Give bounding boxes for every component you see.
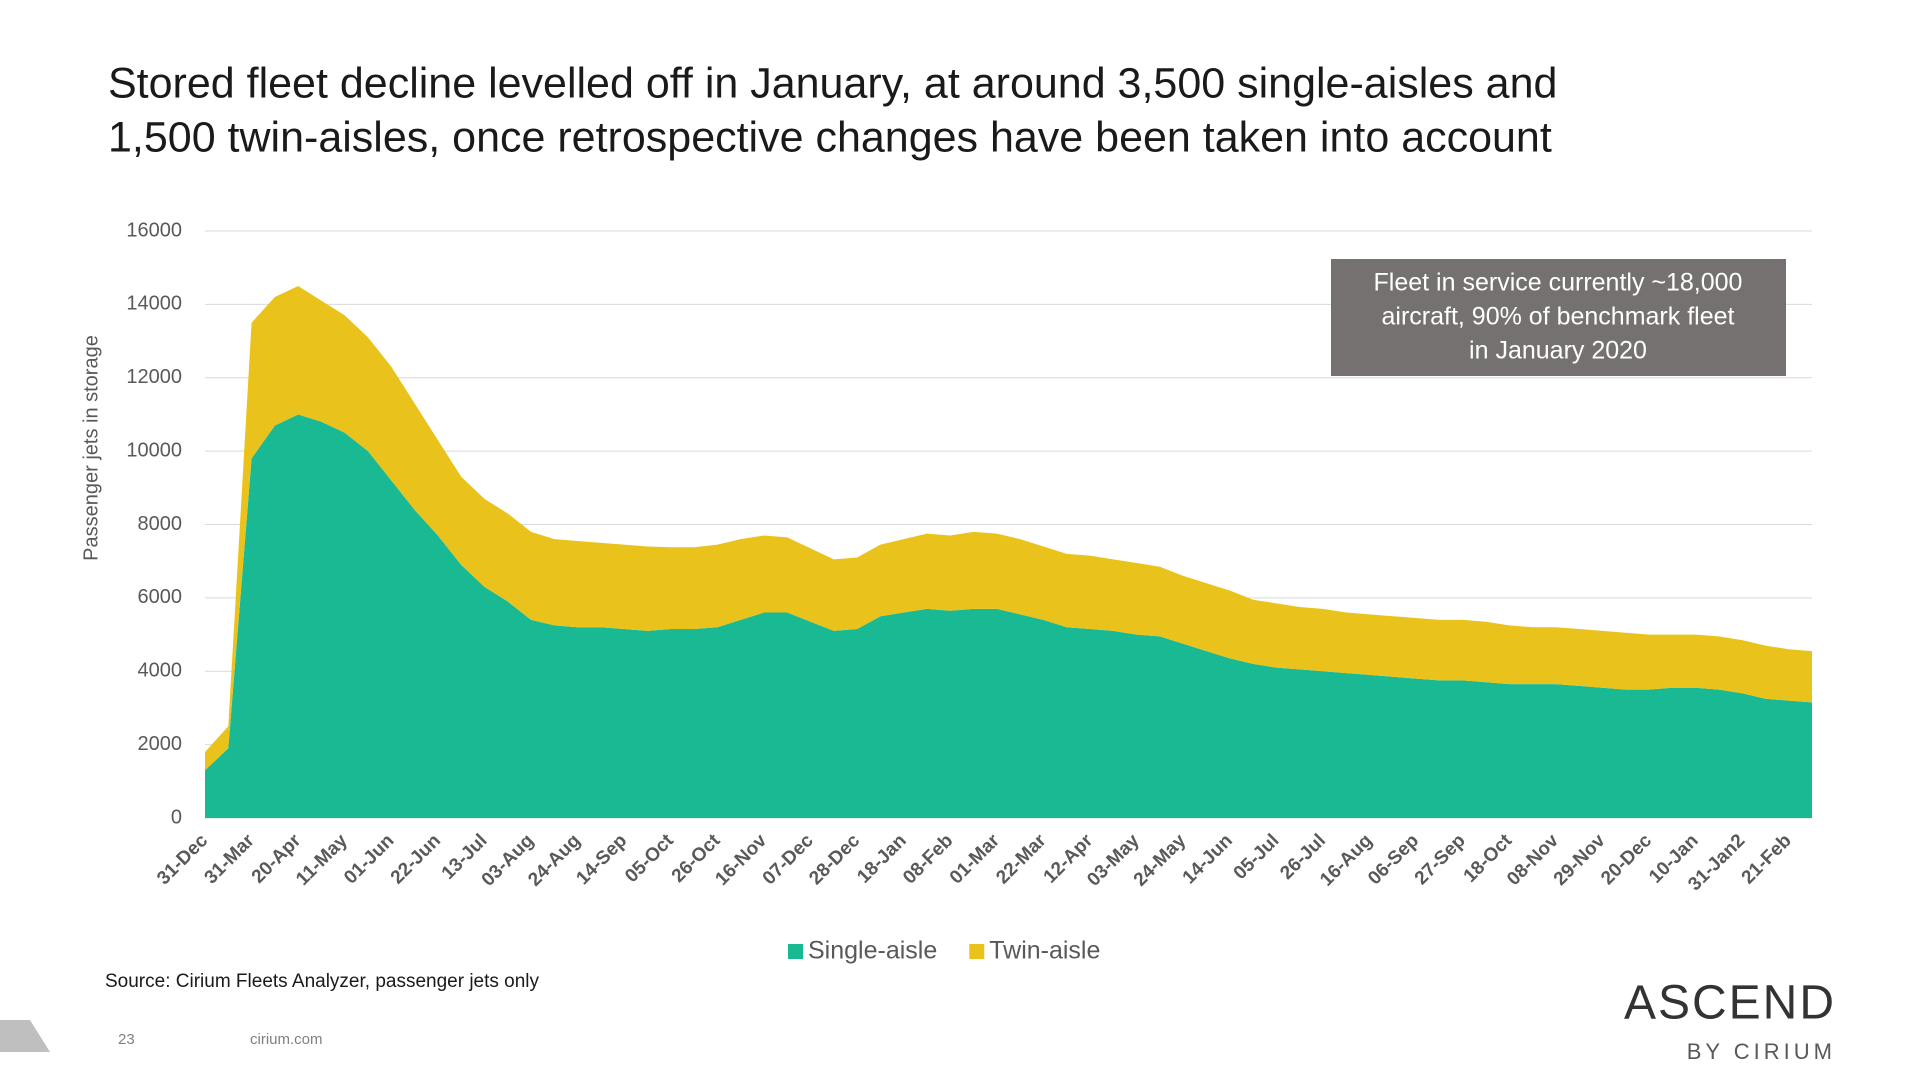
- x-tick-label: 14-Jun: [1179, 830, 1237, 888]
- legend-label: Single-aisle: [808, 937, 937, 965]
- logo-sub: BY CIRIUM: [1687, 1039, 1836, 1064]
- x-tick-label: 31-Dec: [153, 830, 212, 889]
- x-tick-label: 14-Sep: [572, 830, 631, 889]
- y-tick-label: 8000: [138, 513, 183, 535]
- annotation-line: in January 2020: [1469, 337, 1647, 365]
- x-tick-label: 05-Jul: [1230, 830, 1284, 884]
- x-tick-label: 28-Dec: [805, 830, 864, 889]
- x-tick-label: 21-Feb: [1738, 830, 1796, 888]
- y-tick-label: 12000: [126, 366, 182, 388]
- footer-shape: [0, 1020, 50, 1052]
- site: cirium.com: [250, 1031, 323, 1048]
- y-tick-label: 4000: [138, 660, 183, 682]
- x-tick-label: 24-Aug: [524, 830, 584, 890]
- annotation-box: [1331, 259, 1786, 376]
- y-tick-label: 2000: [138, 733, 183, 755]
- x-tick-label: 27-Sep: [1411, 830, 1470, 889]
- y-axis-label: Passenger jets in storage: [80, 335, 102, 561]
- x-tick-label: 16-Nov: [711, 830, 771, 890]
- source: Source: Cirium Fleets Analyzer, passenge…: [105, 971, 540, 992]
- title-line: Stored fleet decline levelled off in Jan…: [108, 59, 1557, 107]
- x-tick-label: 24-May: [1130, 830, 1191, 891]
- y-tick-label: 14000: [126, 293, 182, 315]
- x-tick-label: 16-Aug: [1316, 830, 1376, 890]
- x-tick-label: 18-Jan: [853, 830, 910, 887]
- x-tick-label: 07-Dec: [759, 830, 818, 889]
- x-tick-label: 06-Sep: [1364, 830, 1423, 889]
- annotation-line: Fleet in service currently ~18,000: [1374, 269, 1743, 297]
- x-tick-label: 05-Oct: [621, 830, 678, 887]
- title-line: 1,500 twin-aisles, once retrospective ch…: [108, 113, 1552, 161]
- y-tick-label: 16000: [126, 219, 182, 241]
- x-tick-label: 08-Feb: [899, 830, 957, 888]
- x-tick-label: 20-Dec: [1597, 830, 1656, 889]
- x-tick-label: 01-Mar: [946, 830, 1005, 889]
- logo: ASCEND: [1624, 977, 1836, 1030]
- x-tick-label: 01-Jun: [340, 830, 398, 888]
- area: [205, 414, 1812, 818]
- page-number: 23: [118, 1031, 135, 1048]
- legend-swatch: [969, 944, 985, 959]
- y-tick-label: 0: [171, 806, 182, 828]
- x-tick-label: 22-Jun: [387, 830, 445, 888]
- legend-label: Twin-aisle: [989, 937, 1100, 965]
- y-tick-label: 6000: [138, 586, 183, 608]
- x-tick-label: 08-Nov: [1503, 830, 1563, 890]
- x-tick-label: 11-May: [292, 830, 352, 890]
- x-tick-label: 22-Mar: [992, 830, 1051, 889]
- area: [205, 286, 1812, 771]
- y-tick-label: 10000: [126, 439, 182, 461]
- x-tick-label: 29-Nov: [1550, 830, 1610, 890]
- x-tick-label: 31-Mar: [201, 830, 260, 889]
- legend-swatch: [788, 944, 803, 959]
- annotation-line: aircraft, 90% of benchmark fleet: [1382, 303, 1735, 331]
